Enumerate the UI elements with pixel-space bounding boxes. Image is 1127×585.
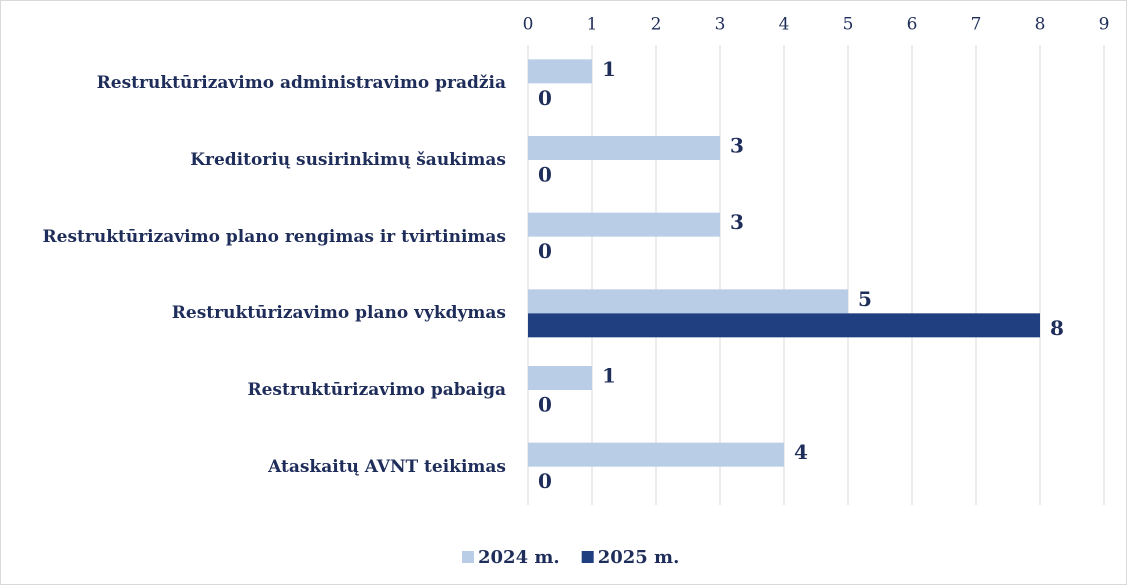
value-label: 0 <box>538 469 552 493</box>
value-label: 1 <box>602 364 616 388</box>
value-label: 8 <box>1050 316 1064 340</box>
legend-label: 2024 m. <box>478 547 560 568</box>
x-tick-label: 1 <box>587 15 598 35</box>
bar <box>528 313 1040 338</box>
bar <box>528 212 720 237</box>
x-tick-label: 6 <box>907 15 918 35</box>
x-tick-label: 0 <box>523 15 534 35</box>
x-tick-label: 7 <box>971 15 982 35</box>
x-tick-label: 4 <box>779 15 790 35</box>
value-label: 5 <box>858 287 872 311</box>
category-label: Restruktūrizavimo administravimo pradžia <box>96 73 506 94</box>
bar <box>528 442 784 467</box>
value-label: 4 <box>794 440 808 464</box>
category-label: Kreditorių susirinkimų šaukimas <box>190 150 506 170</box>
bar <box>528 366 592 390</box>
value-label: 3 <box>730 134 744 158</box>
category-label: Restruktūrizavimo pabaiga <box>247 380 506 400</box>
bar <box>528 59 592 84</box>
x-tick-label: 9 <box>1099 15 1110 35</box>
legend-swatch <box>462 551 474 563</box>
x-tick-label: 3 <box>715 15 726 35</box>
value-label: 3 <box>730 210 744 234</box>
legend-label: 2025 m. <box>598 547 680 568</box>
x-tick-label: 5 <box>843 15 854 35</box>
value-label: 1 <box>602 57 616 81</box>
value-label: 0 <box>538 393 552 417</box>
bar <box>528 289 848 314</box>
value-label: 0 <box>538 163 552 187</box>
value-label: 0 <box>538 239 552 263</box>
x-tick-label: 8 <box>1035 15 1046 35</box>
bar <box>528 136 720 160</box>
category-label: Restruktūrizavimo plano vykdymas <box>171 303 506 324</box>
category-label: Ataskaitų AVNT teikimas <box>268 456 506 477</box>
value-label: 0 <box>538 86 552 110</box>
category-label: Restruktūrizavimo plano rengimas ir tvir… <box>42 226 506 247</box>
x-tick-label: 2 <box>651 15 662 35</box>
legend-swatch <box>581 551 594 563</box>
